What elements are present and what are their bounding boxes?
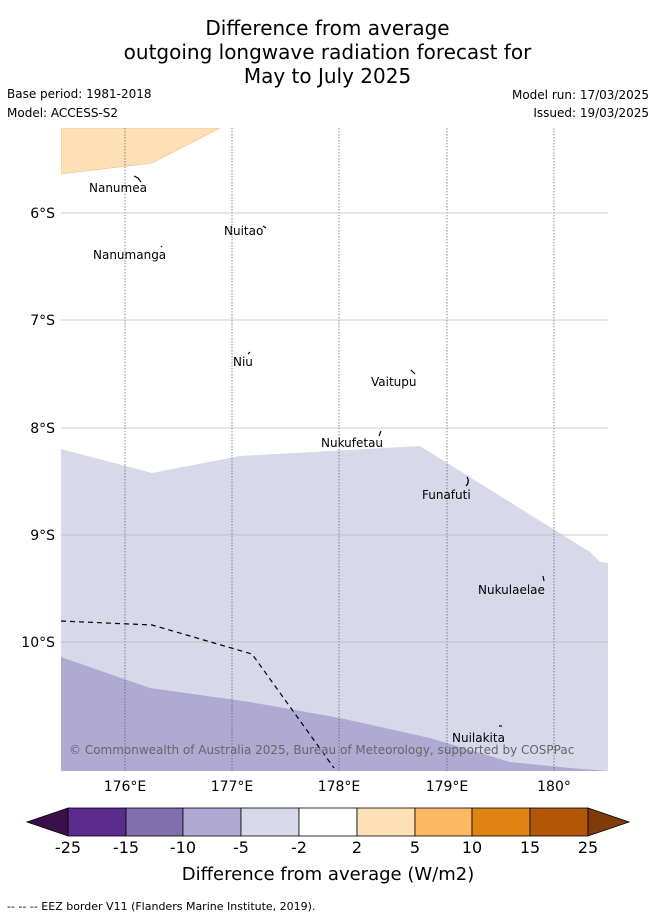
lat-label-7s: 7°S xyxy=(30,313,55,329)
colorbar-tick: 2 xyxy=(352,838,362,857)
eez-border xyxy=(61,620,335,769)
islands xyxy=(133,175,545,727)
island-funafuti xyxy=(465,476,469,487)
colorbar-tick: -2 xyxy=(291,838,307,857)
place-label-niu: Niu xyxy=(233,355,253,369)
colorbar: -25 -15 -10 -5 -2 2 5 10 15 25 Differenc… xyxy=(25,807,631,885)
colorbar-tick: -15 xyxy=(113,838,139,857)
place-label-vaitupu: Vaitupu xyxy=(371,375,417,389)
colorbar-tick: -10 xyxy=(170,838,196,857)
island-nuitao xyxy=(262,225,267,229)
colorbar-tick: 25 xyxy=(578,838,598,857)
island-vaitupu xyxy=(410,369,416,375)
colorbar-extend-low xyxy=(25,807,69,837)
colorbar-label: Difference from average (W/m2) xyxy=(182,864,474,885)
negative-anomaly-region-mid xyxy=(61,657,608,771)
place-label-nanumea: Nanumea xyxy=(89,181,147,195)
eez-footnote: -- -- -- EEZ border V11 (Flanders Marine… xyxy=(7,900,316,913)
map-area: Nanumea Nuitao Nanumanga Niu Vaitupu Nuk… xyxy=(61,128,608,771)
place-label-nanumanga: Nanumanga xyxy=(93,248,166,262)
issued-date: Issued: 19/03/2025 xyxy=(533,106,649,120)
lat-label-10s: 10°S xyxy=(21,635,55,651)
lon-label-180: 180° xyxy=(537,779,571,795)
colorbar-tick: -25 xyxy=(55,838,81,857)
positive-anomaly-region xyxy=(61,128,221,175)
island-nanumanga xyxy=(160,245,163,248)
title-line-2: outgoing longwave radiation forecast for xyxy=(123,40,532,64)
negative-anomaly-region-light xyxy=(61,446,608,771)
colorbar-tick: 10 xyxy=(462,838,482,857)
colorbar-band-2 xyxy=(125,807,184,837)
colorbar-tick: 5 xyxy=(410,838,420,857)
lon-label-178e: 178°E xyxy=(318,779,361,795)
lon-label-177e: 177°E xyxy=(211,779,254,795)
colorbar-band-6 xyxy=(356,807,416,837)
base-period: Base period: 1981-2018 xyxy=(7,87,152,101)
island-nanumea xyxy=(133,175,142,183)
colorbar-band-8 xyxy=(471,807,531,837)
gridlines xyxy=(61,128,608,771)
colorbar-band-9 xyxy=(529,807,589,837)
title-line-1: Difference from average xyxy=(205,16,450,40)
colorbar-band-5 xyxy=(298,807,358,837)
island-niu xyxy=(247,351,251,355)
model-name: Model: ACCESS-S2 xyxy=(7,106,119,120)
colorbar-tick: -5 xyxy=(233,838,249,857)
place-label-nuilakita: Nuilakita xyxy=(452,731,505,745)
lon-label-176e: 176°E xyxy=(104,779,147,795)
colorbar-band-3 xyxy=(182,807,242,837)
latitude-labels: 6°S 7°S 8°S 9°S 10°S xyxy=(21,206,55,651)
colorbar-band-7 xyxy=(414,807,473,837)
colorbar-tick: 15 xyxy=(520,838,540,857)
model-run: Model run: 17/03/2025 xyxy=(511,88,649,102)
title-line-3: May to July 2025 xyxy=(243,64,412,88)
place-label-nuitao: Nuitao xyxy=(224,224,263,238)
place-label-funafuti: Funafuti xyxy=(422,488,471,502)
island-nukufetau xyxy=(378,430,382,437)
place-label-nukulaelae: Nukulaelae xyxy=(478,583,545,597)
map-title: Difference from average outgoing longwav… xyxy=(0,16,655,88)
longitude-labels: 176°E 177°E 178°E 179°E 180° xyxy=(104,779,571,795)
colorbar-extend-high xyxy=(587,807,631,837)
lat-label-8s: 8°S xyxy=(30,421,55,437)
place-label-nukufetau: Nukufetau xyxy=(321,436,383,450)
lat-label-6s: 6°S xyxy=(30,206,55,222)
colorbar-band-1 xyxy=(67,807,127,837)
lat-label-9s: 9°S xyxy=(30,528,55,544)
island-nukulaelae xyxy=(542,575,545,582)
copyright-notice: © Commonwealth of Australia 2025, Bureau… xyxy=(69,743,574,757)
colorbar-band-4 xyxy=(240,807,300,837)
lon-label-179e: 179°E xyxy=(426,779,469,795)
